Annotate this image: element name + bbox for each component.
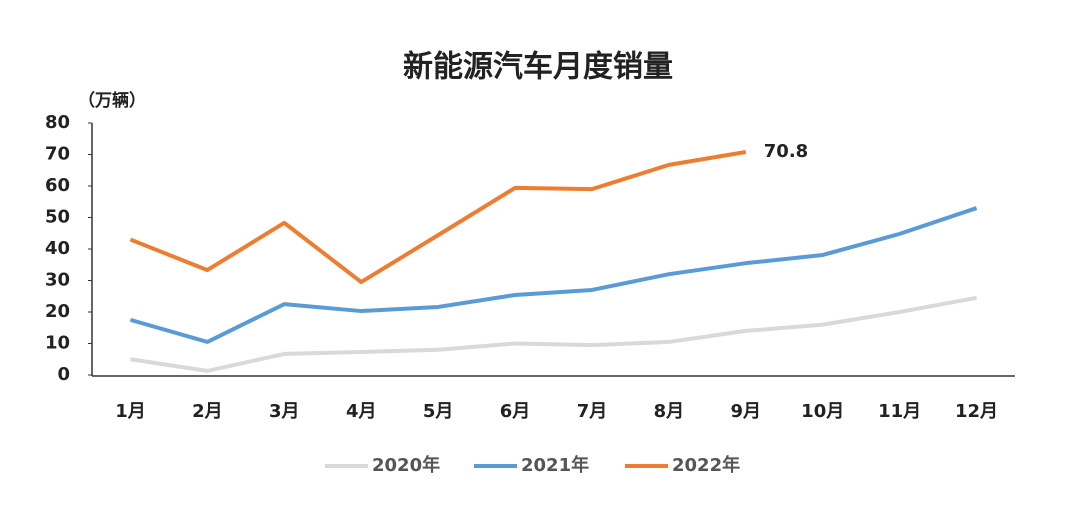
- y-tick-label: 10: [45, 333, 70, 354]
- y-axis-label: （万辆）: [78, 90, 146, 111]
- x-tick-label: 1月: [115, 401, 146, 422]
- x-tick-label: 8月: [654, 401, 685, 422]
- y-tick-label: 50: [45, 207, 70, 228]
- y-tick-label: 20: [45, 301, 70, 322]
- series-line: [129, 206, 978, 344]
- x-tick-label: 10月: [801, 401, 844, 422]
- x-tick-label: 2月: [192, 401, 223, 422]
- y-tick-label: 70: [45, 144, 70, 165]
- y-tick-label: 40: [45, 238, 70, 259]
- series-line: [130, 295, 977, 373]
- x-tick-label: 12月: [955, 401, 998, 422]
- legend-label: 2021年: [521, 454, 589, 476]
- y-tick-label: 80: [45, 112, 70, 133]
- x-tick-label: 4月: [346, 401, 377, 422]
- y-tick-label: 60: [45, 175, 70, 196]
- y-tick-label: 0: [57, 364, 70, 385]
- series-line: [129, 150, 747, 285]
- x-tick-label: 11月: [878, 401, 921, 422]
- x-tick-label: 7月: [577, 401, 608, 422]
- chart-title: 新能源汽车月度销量: [403, 50, 673, 85]
- x-tick-label: 5月: [423, 401, 454, 422]
- x-tick-label: 9月: [731, 401, 762, 422]
- legend-label: 2022年: [672, 454, 740, 476]
- x-tick-label: 6月: [500, 401, 531, 422]
- y-tick-label: 30: [45, 270, 70, 291]
- legend-label: 2020年: [372, 454, 440, 476]
- x-tick-label: 3月: [269, 401, 300, 422]
- data-label: 70.8: [764, 141, 808, 162]
